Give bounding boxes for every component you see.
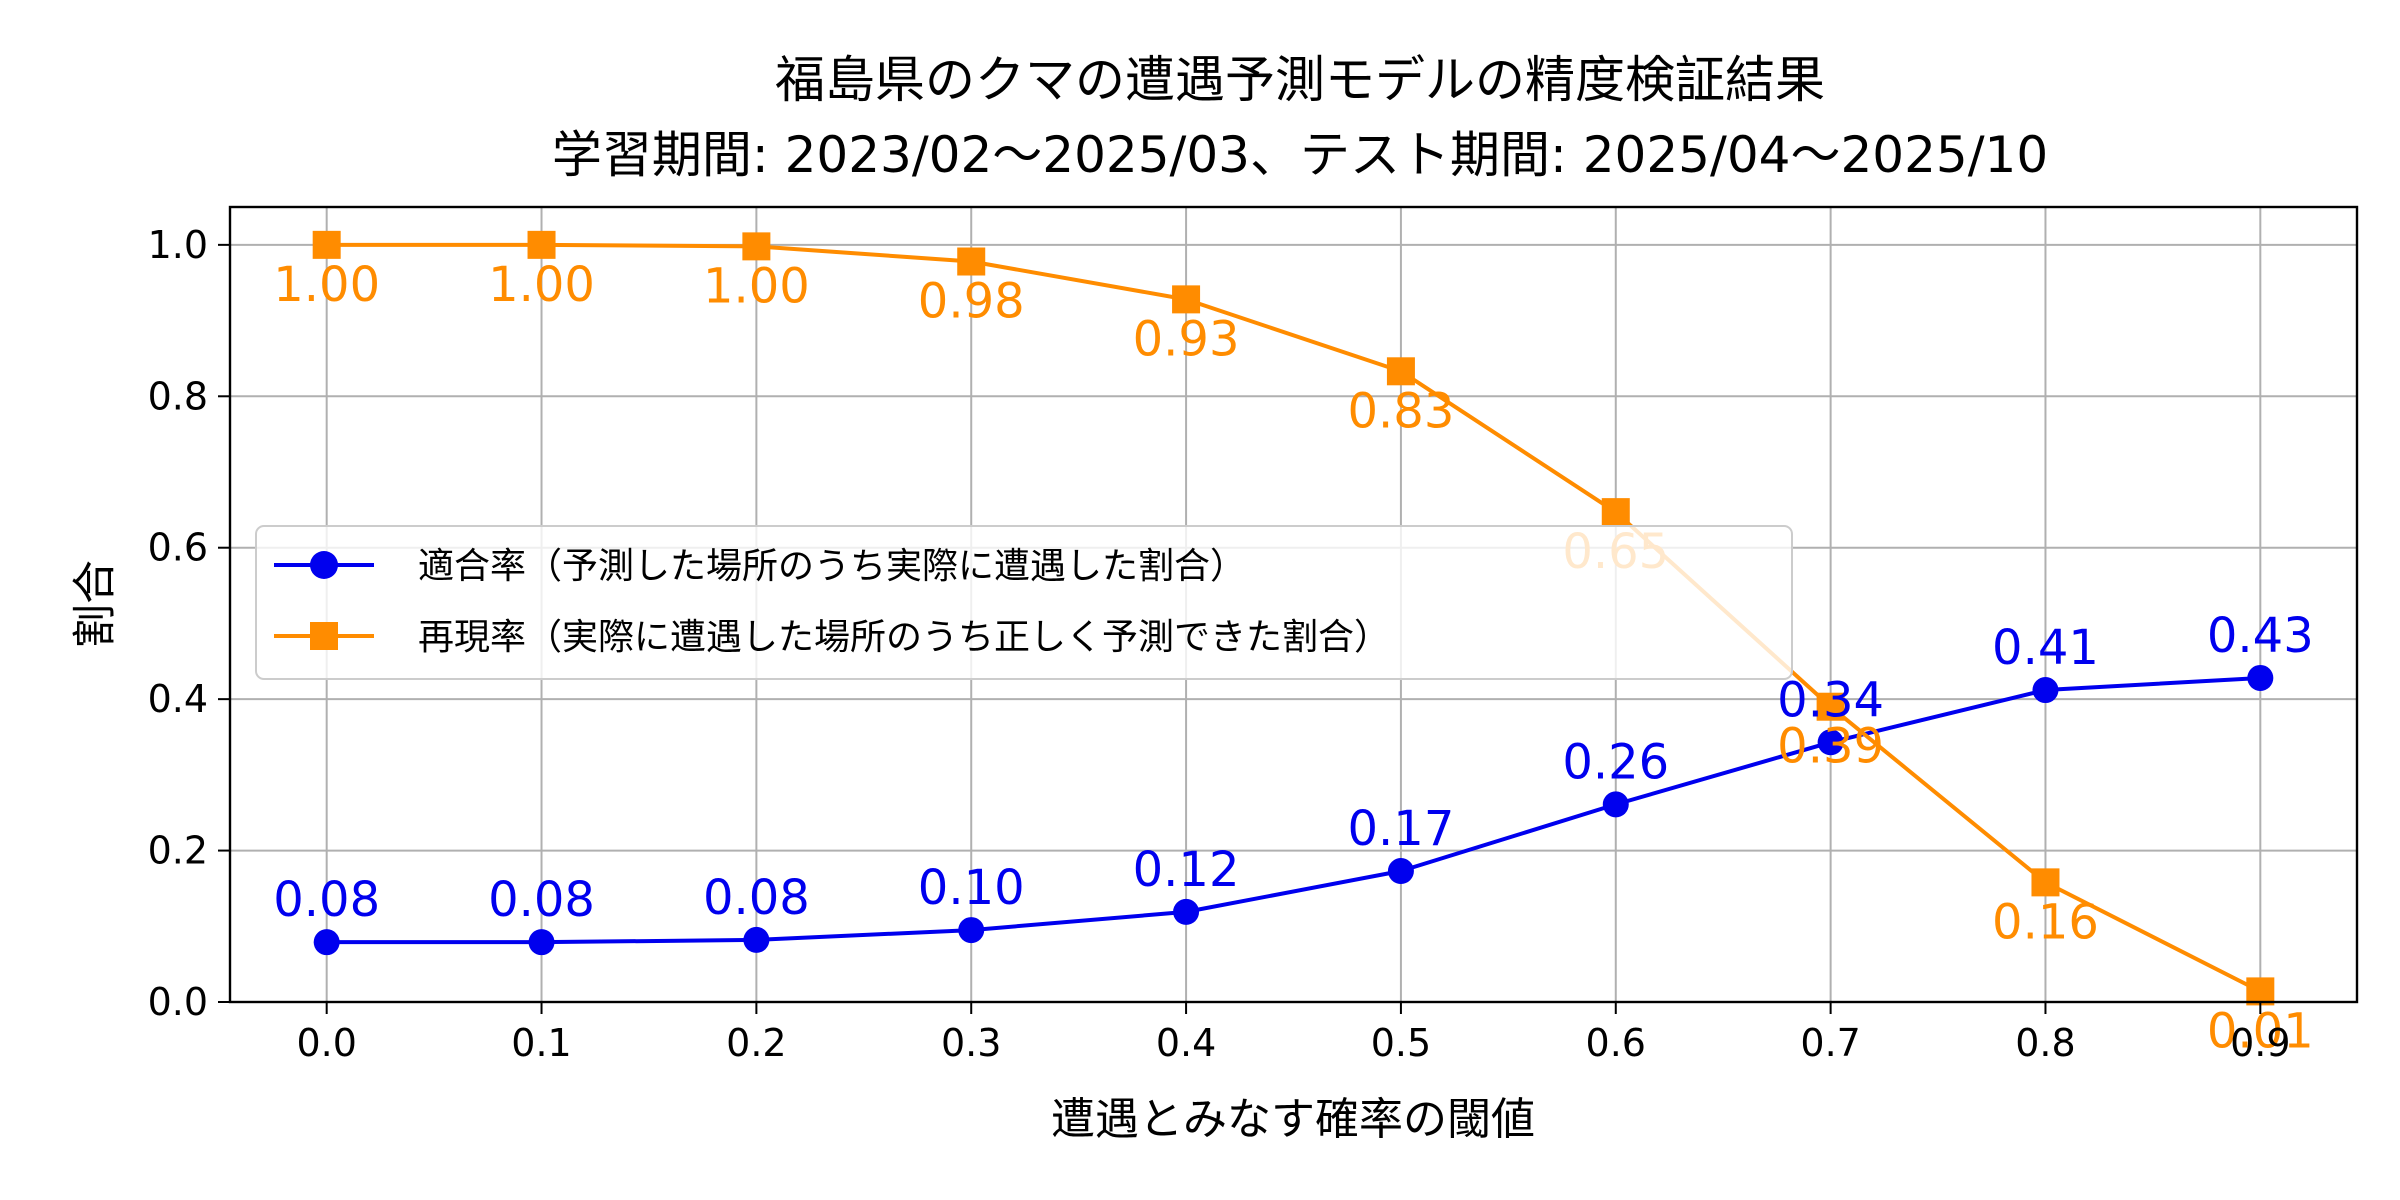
axis-ticks: 0.0 0.1 0.2 0.3 0.4 0.5 0.6 0.7 0.8 0.9 0.0 0.2 0.4 0…: [148, 223, 2291, 1065]
series-0-point: [2247, 664, 2274, 691]
x-tick-label: 0.3: [941, 1021, 1001, 1065]
series-1-data-label: 1.00: [703, 258, 810, 314]
series-0-data-label: 0.26: [1562, 734, 1669, 790]
series-1-data-label: 0.98: [918, 274, 1025, 330]
series-0-point: [528, 929, 555, 956]
series-0-data-label: 0.34: [1777, 672, 1884, 728]
y-tick-label: 1.0: [148, 223, 208, 267]
series-1-point: [1816, 692, 1845, 721]
series-1-data-label: 0.39: [1777, 719, 1884, 775]
x-tick-label: 0.0: [296, 1021, 356, 1065]
series-0-data-label: 0.43: [2207, 608, 2314, 664]
series-1-point: [2031, 868, 2060, 897]
y-tick-label: 0.6: [148, 526, 208, 570]
y-tick-label: 0.2: [148, 829, 208, 873]
series-0-point: [313, 929, 340, 956]
legend-label-recall: 再現率（実際に遭遇した場所のうち正しく予測できた割合）: [418, 617, 1390, 658]
series-1-point: [742, 232, 771, 261]
series-0-point: [1602, 791, 1629, 818]
series-1-data-label: 1.00: [273, 257, 380, 313]
x-tick-label: 0.8: [2015, 1021, 2075, 1065]
legend: 適合率（予測した場所のうち実際に遭遇した割合） 再現率（実際に遭遇した場所のうち…: [255, 525, 1793, 680]
series-0-point: [958, 917, 985, 944]
series-0-data-label: 0.17: [1347, 801, 1454, 857]
y-tick-label: 0.8: [148, 374, 208, 418]
series-1-point: [1386, 357, 1415, 386]
x-tick-label: 0.1: [511, 1021, 571, 1065]
series-1-data-label: 0.16: [1992, 894, 2099, 950]
series-0-point: [1173, 898, 1200, 925]
series-lines: [312, 230, 2275, 1006]
x-tick-label: 0.2: [726, 1021, 786, 1065]
series-0-point: [2032, 677, 2059, 704]
series-0-data-label: 0.41: [1992, 620, 2099, 676]
series-1-point: [527, 230, 556, 259]
legend-label-precision: 適合率（予測した場所のうち実際に遭遇した割合）: [418, 546, 1246, 587]
series-0-point: [1387, 858, 1414, 885]
series-0-data-label: 0.08: [273, 872, 380, 928]
series-0-point: [1817, 729, 1844, 756]
series-0-data-label: 0.08: [703, 870, 810, 926]
legend-marker-recall: [310, 622, 338, 650]
series-1-point: [957, 247, 986, 276]
x-tick-label: 0.5: [1371, 1021, 1431, 1065]
series-1-point: [312, 230, 341, 259]
series-1-point: [1601, 498, 1630, 527]
x-tick-label: 0.7: [1800, 1021, 1860, 1065]
series-line-0: [326, 675, 2261, 945]
y-tick-label: 0.4: [148, 677, 208, 721]
series-1-point: [2246, 977, 2275, 1006]
x-tick-label: 0.4: [1156, 1021, 1216, 1065]
series-1-data-label: 0.83: [1347, 383, 1454, 439]
y-axis-label: 割合: [70, 560, 121, 648]
legend-marker-precision: [310, 551, 338, 579]
series-1-data-label: 1.00: [488, 257, 595, 313]
series-0-data-label: 0.12: [1133, 842, 1240, 898]
chart-subtitle: 学習期間: 2023/02〜2025/03、テスト期間: 2025/04〜202…: [552, 126, 2048, 184]
series-line-1: [326, 242, 2262, 994]
x-tick-label: 0.6: [1586, 1021, 1646, 1065]
plot-frame: [228, 205, 2359, 1004]
series-1-point: [1172, 285, 1201, 314]
series-0-point: [743, 926, 770, 953]
series-0-data-label: 0.10: [918, 860, 1025, 916]
series-0-data-label: 0.08: [488, 872, 595, 928]
x-axis-label: 遭遇とみなす確率の閾値: [1051, 1094, 1535, 1145]
y-tick-label: 0.0: [148, 980, 208, 1024]
x-tick-label: 0.9: [2230, 1021, 2290, 1065]
legend-box: [255, 525, 1793, 680]
chart-title: 福島県のクマの遭遇予測モデルの精度検証結果: [775, 51, 1825, 109]
series-1-data-label: 0.93: [1133, 311, 1240, 367]
